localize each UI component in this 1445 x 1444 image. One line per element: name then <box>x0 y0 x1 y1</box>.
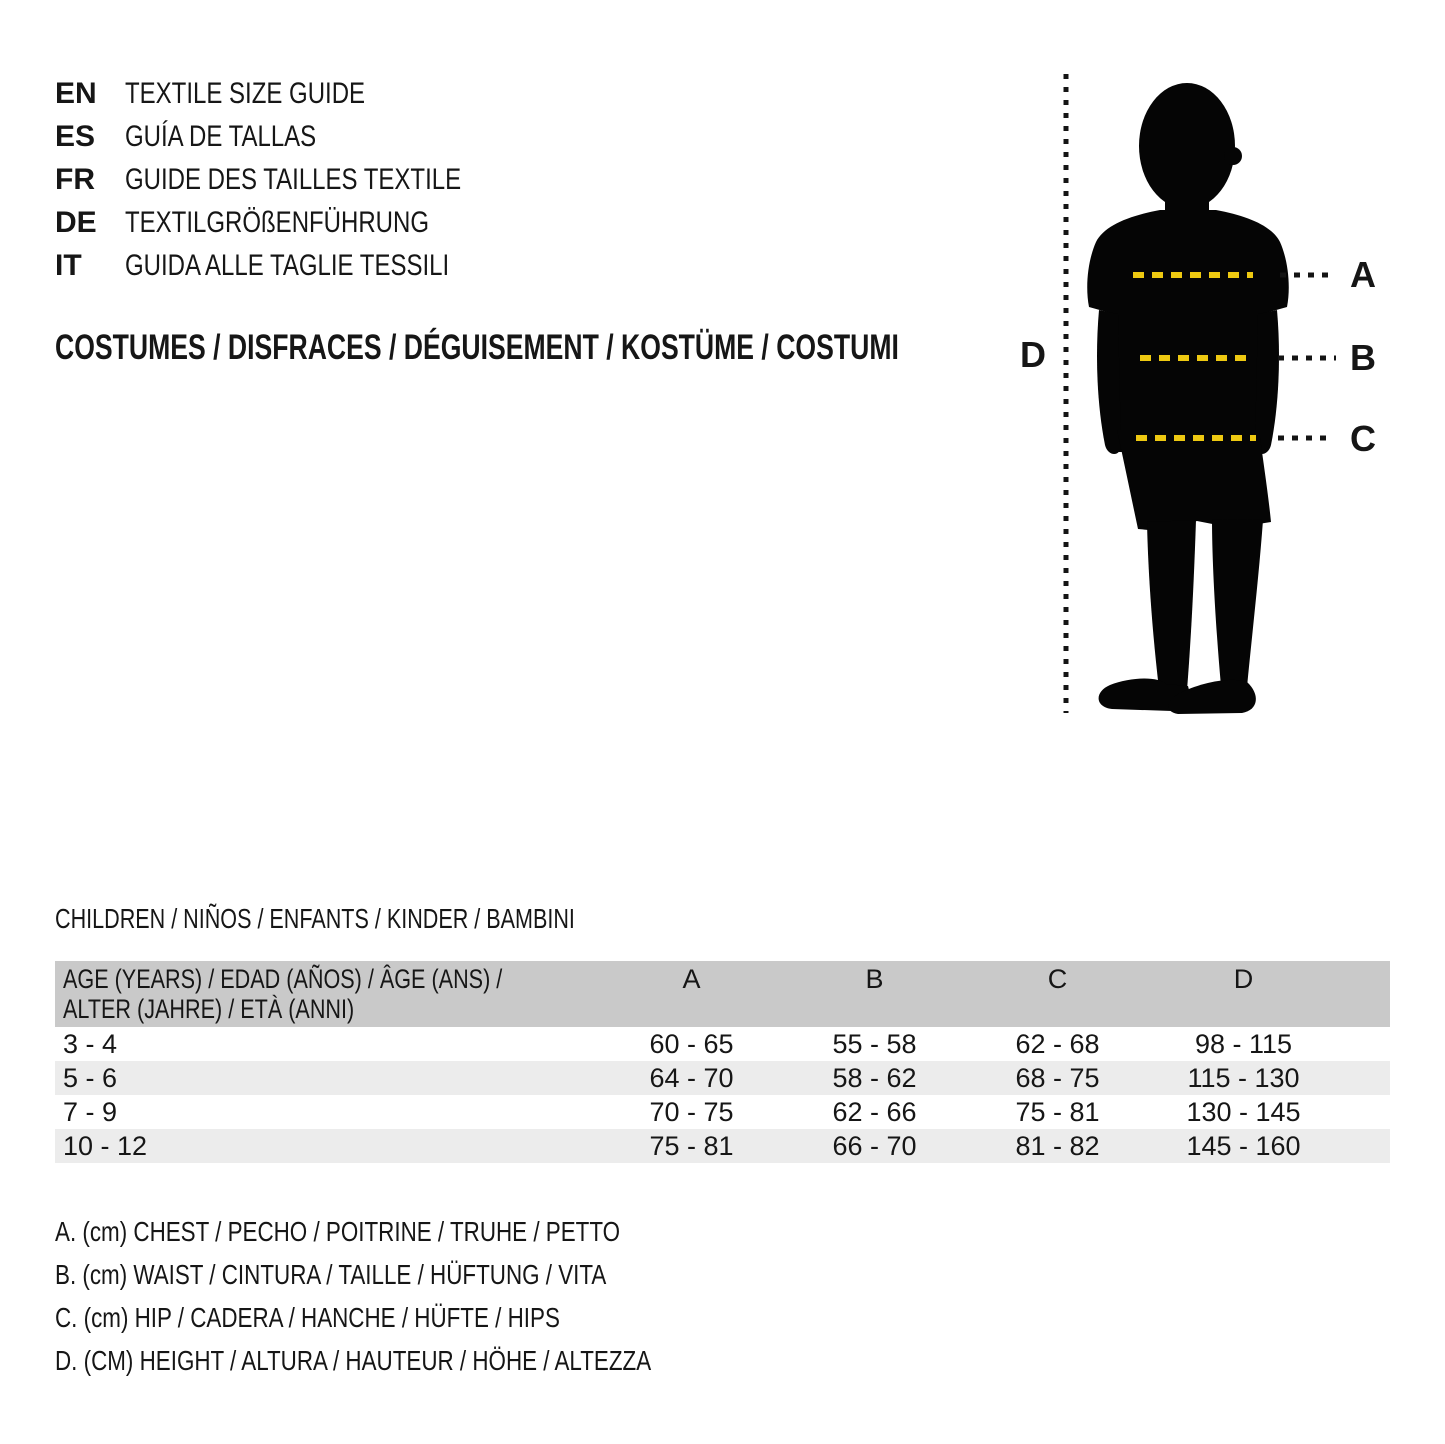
language-title: GUÍA DE TALLAS <box>125 120 317 153</box>
measurement-legend: A. (cm) CHEST / PECHO / POITRINE / TRUHE… <box>55 1210 800 1382</box>
age-cell: 5 - 6 <box>63 1063 118 1093</box>
language-row: IT GUIDA ALLE TAGLIE TESSILI <box>55 244 545 287</box>
waist-label-b: B <box>1350 337 1376 378</box>
size-diagram <box>1063 74 1336 714</box>
children-size-table: AGE (YEARS) / EDAD (AÑOS) / ÂGE (ANS) / … <box>55 961 1390 1163</box>
chest-cell: 70 - 75 <box>649 1097 734 1127</box>
language-row: DE TEXTILGRÖßENFÜHRUNG <box>55 201 545 244</box>
hip-cell: 81 - 82 <box>1015 1131 1100 1161</box>
height-cell: 98 - 115 <box>1194 1029 1293 1059</box>
language-title: GUIDE DES TAILLES TEXTILE <box>125 163 462 196</box>
hip-cell: 75 - 81 <box>1015 1097 1100 1127</box>
language-title: TEXTILE SIZE GUIDE <box>125 77 366 110</box>
silhouette-right-foot <box>1168 679 1256 714</box>
language-title-list: EN TEXTILE SIZE GUIDE ES GUÍA DE TALLAS FR… <box>55 72 545 287</box>
column-header-c: C <box>966 961 1149 1027</box>
legend-line-c: C. (cm) HIP / CADERA / HANCHE / HÜFTE / … <box>55 1296 800 1339</box>
table-section-title: CHILDREN / NIÑOS / ENFANTS / KINDER / BA… <box>55 903 730 935</box>
hip-cell: 62 - 68 <box>1015 1029 1100 1059</box>
legend-text-d: D. (CM) HEIGHT / ALTURA / HAUTEUR / HÖHE… <box>55 1345 652 1376</box>
silhouette-ear <box>1224 147 1242 165</box>
column-header-a: A <box>600 961 783 1027</box>
column-header-b: B <box>783 961 966 1027</box>
silhouette-left-arm <box>1097 310 1121 454</box>
legend-text-b: B. (cm) WAIST / CINTURA / TAILLE / HÜFTU… <box>55 1259 607 1290</box>
language-row: EN TEXTILE SIZE GUIDE <box>55 72 545 115</box>
age-header-line1: AGE (YEARS) / EDAD (AÑOS) / ÂGE (ANS) / <box>63 964 503 994</box>
legend-line-d: D. (CM) HEIGHT / ALTURA / HAUTEUR / HÖHE… <box>55 1339 800 1382</box>
waist-cell: 58 - 62 <box>832 1063 917 1093</box>
language-code: EN <box>55 77 97 110</box>
child-silhouette-figure <box>1087 83 1289 714</box>
silhouette-left-leg <box>1147 520 1196 690</box>
legend-line-a: A. (cm) CHEST / PECHO / POITRINE / TRUHE… <box>55 1210 800 1253</box>
language-code: IT <box>55 249 82 282</box>
language-row: FR GUIDE DES TAILLES TEXTILE <box>55 158 545 201</box>
silhouette-right-leg <box>1212 519 1263 687</box>
table-row: 3 - 4 60 - 65 55 - 58 62 - 68 98 - 115 <box>55 1027 1390 1061</box>
age-cell: 3 - 4 <box>63 1029 118 1059</box>
silhouette-shirt <box>1087 210 1289 452</box>
age-column-header: AGE (YEARS) / EDAD (AÑOS) / ÂGE (ANS) / … <box>55 961 600 1027</box>
chest-cell: 75 - 81 <box>649 1131 734 1161</box>
table-header-row: AGE (YEARS) / EDAD (AÑOS) / ÂGE (ANS) / … <box>55 961 1390 1027</box>
language-code: ES <box>55 120 96 153</box>
language-title: TEXTILGRÖßENFÜHRUNG <box>125 206 430 239</box>
language-code: DE <box>55 206 97 239</box>
legend-line-b: B. (cm) WAIST / CINTURA / TAILLE / HÜFTU… <box>55 1253 800 1296</box>
silhouette-shorts <box>1117 430 1271 531</box>
hip-cell: 68 - 75 <box>1015 1063 1100 1093</box>
age-cell: 7 - 9 <box>63 1097 118 1127</box>
waist-cell: 66 - 70 <box>832 1131 917 1161</box>
legend-text-c: C. (cm) HIP / CADERA / HANCHE / HÜFTE / … <box>55 1302 560 1333</box>
category-heading: COSTUMES / DISFRACES / DÉGUISEMENT / KOS… <box>55 328 1165 368</box>
language-row: ES GUÍA DE TALLAS <box>55 115 545 158</box>
age-cell: 10 - 12 <box>63 1131 148 1161</box>
silhouette-head <box>1139 83 1235 209</box>
chest-label-a: A <box>1350 254 1376 295</box>
table-row: 5 - 6 64 - 70 58 - 62 68 - 75 115 - 130 <box>55 1061 1390 1095</box>
table-row: 10 - 12 75 - 81 66 - 70 81 - 82 145 - 16… <box>55 1129 1390 1163</box>
language-code: FR <box>55 163 95 196</box>
height-label-d: D <box>1020 334 1046 375</box>
category-heading-text: COSTUMES / DISFRACES / DÉGUISEMENT / KOS… <box>55 328 899 367</box>
silhouette-left-foot <box>1098 678 1190 711</box>
table-section-title-text: CHILDREN / NIÑOS / ENFANTS / KINDER / BA… <box>55 903 575 934</box>
height-cell: 115 - 130 <box>1187 1063 1300 1093</box>
table-row: 7 - 9 70 - 75 62 - 66 75 - 81 130 - 145 <box>55 1095 1390 1129</box>
chest-cell: 64 - 70 <box>649 1063 734 1093</box>
age-header-line2: ALTER (JAHRE) / ETÀ (ANNI) <box>63 994 355 1024</box>
waist-cell: 62 - 66 <box>832 1097 917 1127</box>
column-header-d: D <box>1149 961 1390 1027</box>
silhouette-right-arm <box>1255 310 1279 454</box>
chest-cell: 60 - 65 <box>649 1029 734 1059</box>
language-title: GUIDA ALLE TAGLIE TESSILI <box>125 249 450 282</box>
hip-label-c: C <box>1350 418 1376 459</box>
legend-text-a: A. (cm) CHEST / PECHO / POITRINE / TRUHE… <box>55 1216 621 1247</box>
height-cell: 130 - 145 <box>1186 1097 1301 1127</box>
height-cell: 145 - 160 <box>1186 1131 1301 1161</box>
waist-cell: 55 - 58 <box>832 1029 917 1059</box>
